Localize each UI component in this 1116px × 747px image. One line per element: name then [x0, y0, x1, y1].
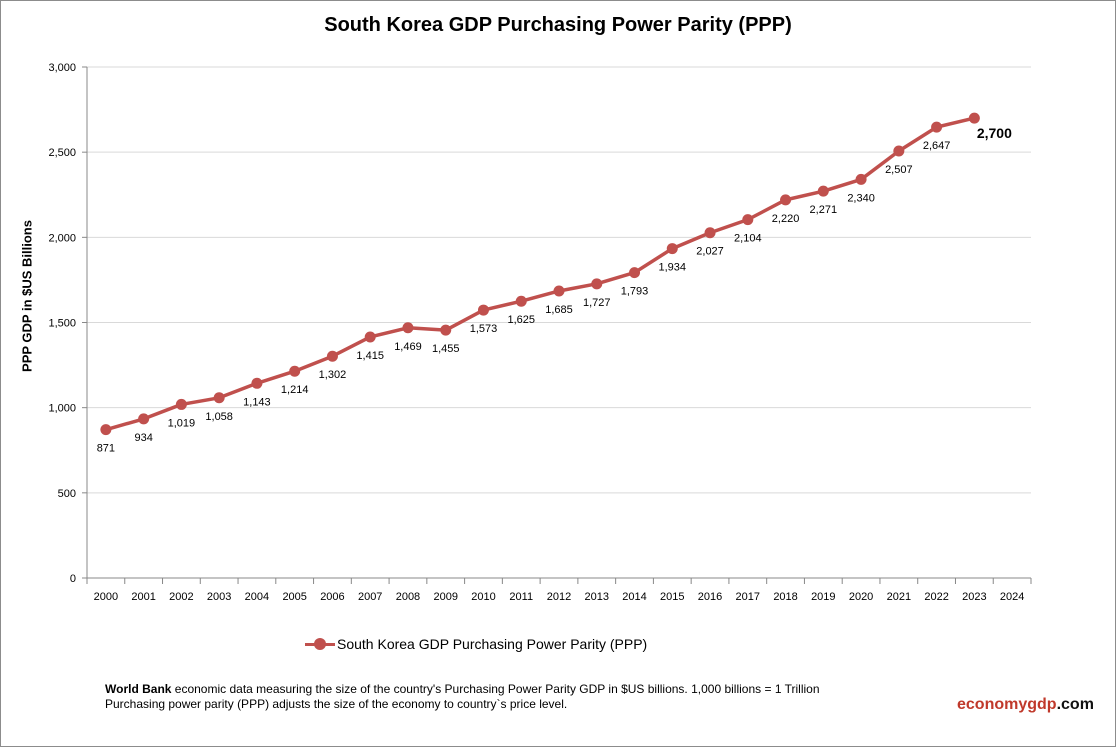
data-point [402, 322, 414, 334]
y-tick-label: 1,500 [48, 318, 76, 330]
y-tick-labels: 0 500 1,000 1,500 2,000 2,500 3,000 [48, 62, 76, 585]
x-tick-label: 2005 [282, 591, 306, 603]
data-label: 1,934 [659, 262, 687, 274]
data-point [440, 324, 452, 336]
legend: South Korea GDP Purchasing Power Parity … [305, 634, 647, 654]
x-tick-label: 2006 [320, 591, 344, 603]
data-label: 2,647 [923, 140, 951, 152]
data-point [175, 398, 187, 410]
x-tick-label: 2022 [924, 591, 948, 603]
series-south-korea-gdp-ppp: 871 934 1,019 1,058 1,143 1,214 1,302 1,415 1,46… [97, 112, 1012, 455]
data-label: 1,214 [281, 384, 309, 396]
data-point [931, 121, 943, 133]
data-point [213, 392, 225, 404]
chart-title: South Korea GDP Purchasing Power Parity … [324, 14, 792, 36]
legend-marker [305, 634, 335, 654]
y-tick-label: 0 [70, 573, 76, 585]
footnote: World Bank economic data measuring the s… [105, 682, 925, 712]
data-point [515, 295, 527, 307]
data-label: 1,573 [470, 323, 498, 335]
data-point [251, 377, 263, 389]
footnote-line-1: World Bank economic data measuring the s… [105, 682, 925, 697]
data-label: 2,700 [977, 125, 1012, 141]
data-label: 1,058 [205, 411, 233, 423]
legend-label: South Korea GDP Purchasing Power Parity … [337, 636, 648, 652]
y-tick-label: 3,000 [48, 62, 76, 74]
data-point [553, 285, 565, 297]
x-tick-label: 2023 [962, 591, 986, 603]
x-tick-label: 2003 [207, 591, 231, 603]
data-label: 2,220 [772, 213, 800, 225]
x-tick-label: 2011 [509, 591, 533, 603]
x-tick-label: 2002 [169, 591, 193, 603]
data-point [855, 173, 867, 185]
data-label: 2,271 [810, 204, 838, 216]
data-point [591, 278, 603, 290]
data-label: 2,027 [696, 246, 724, 258]
x-tick-label: 2016 [698, 591, 722, 603]
data-point [666, 243, 678, 255]
data-point [817, 185, 829, 197]
series-line [105, 116, 975, 432]
data-label: 1,302 [319, 369, 347, 381]
x-tick-label: 2015 [660, 591, 684, 603]
y-tick-label: 500 [58, 488, 76, 500]
data-label: 1,455 [432, 343, 460, 355]
x-tick-label: 2000 [94, 591, 118, 603]
y-tick-label: 2,500 [48, 147, 76, 159]
data-label: 1,793 [621, 286, 649, 298]
y-tick-label: 2,000 [48, 232, 76, 244]
data-label: 1,727 [583, 297, 611, 309]
x-tick-label: 2020 [849, 591, 873, 603]
x-tick-label: 2009 [433, 591, 457, 603]
x-tick-label: 2017 [736, 591, 760, 603]
data-label: 1,625 [507, 314, 535, 326]
x-tick-label: 2010 [471, 591, 495, 603]
data-point [477, 304, 489, 316]
x-tick-label: 2004 [245, 591, 269, 603]
data-label: 2,104 [734, 233, 762, 245]
footnote-description: economic data measuring the size of the … [171, 682, 820, 696]
data-point [780, 194, 792, 206]
x-tick-label: 2001 [131, 591, 155, 603]
data-point [326, 350, 338, 362]
x-tick-label: 2021 [887, 591, 911, 603]
data-point [364, 331, 376, 343]
data-label: 2,507 [885, 164, 913, 176]
x-tick-label: 2008 [396, 591, 420, 603]
x-tick-labels: 2000 2001 2002 2003 2004 2005 2006 2007 2008 2009… [94, 591, 1025, 603]
data-label: 2,340 [847, 192, 875, 204]
data-point [968, 112, 980, 124]
x-tick-label: 2018 [773, 591, 797, 603]
y-tick-label: 1,000 [48, 403, 76, 415]
axes [82, 66, 1032, 584]
data-point [704, 227, 716, 239]
footnote-line-2: Purchasing power parity (PPP) adjusts th… [105, 697, 568, 711]
x-tick-label: 2019 [811, 591, 835, 603]
footnote-source: World Bank [105, 682, 172, 696]
data-label: 934 [134, 432, 152, 444]
x-tick-label: 2007 [358, 591, 382, 603]
data-label: 1,415 [356, 350, 384, 362]
data-point [100, 424, 112, 436]
x-tick-label: 2012 [547, 591, 571, 603]
x-tick-label: 2024 [1000, 591, 1024, 603]
data-point [138, 413, 150, 425]
data-point [893, 145, 905, 157]
data-label: 871 [97, 443, 115, 455]
data-point [629, 267, 641, 279]
data-point [289, 365, 301, 377]
data-label: 1,685 [545, 304, 573, 316]
brand-logo[interactable]: economygdp.com [957, 696, 1094, 713]
data-label: 1,143 [243, 396, 271, 408]
x-tick-label: 2013 [585, 591, 609, 603]
gridlines [87, 66, 1031, 494]
x-tick-label: 2014 [622, 591, 646, 603]
data-point [742, 214, 754, 226]
data-label: 1,469 [394, 341, 422, 353]
data-label: 1,019 [168, 417, 196, 429]
